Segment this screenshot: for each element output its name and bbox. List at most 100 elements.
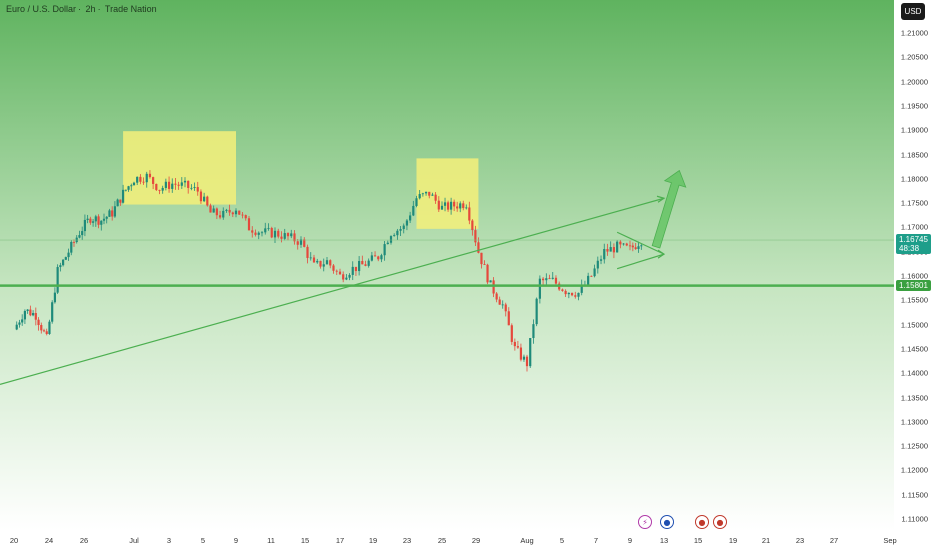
candle-body — [402, 225, 405, 230]
price-tick-label: 1.21000 — [900, 28, 928, 38]
time-tick-label: 26 — [79, 536, 89, 545]
candle-body — [89, 218, 92, 223]
candle-body — [329, 260, 332, 266]
candle-body — [322, 264, 325, 267]
projection-arrow — [651, 169, 687, 249]
candle-body — [640, 245, 643, 247]
candle-body — [199, 191, 203, 202]
candle-body — [535, 298, 538, 325]
candle-body — [345, 277, 348, 280]
candle-body — [121, 189, 125, 203]
candle-body — [453, 201, 456, 207]
candle-body — [603, 249, 606, 260]
candle-body — [574, 295, 577, 297]
candle-body — [164, 181, 167, 188]
candle-body — [15, 324, 18, 330]
resistance-zone — [123, 131, 236, 205]
price-tick-label: 1.15000 — [900, 320, 928, 330]
candle-body — [267, 227, 270, 229]
candle-body — [139, 176, 142, 182]
time-tick-label: Aug — [520, 536, 534, 545]
candle-body — [529, 338, 532, 367]
chart-title: Euro / U.S. Dollar · 2h · Trade Nation — [6, 4, 159, 14]
candle-body — [351, 266, 354, 275]
candle-body — [386, 242, 389, 245]
candle-body — [94, 216, 97, 222]
candle-body — [206, 196, 209, 206]
candle-body — [102, 218, 106, 221]
currency-button[interactable]: USD — [901, 3, 925, 20]
price-tick-label: 1.19500 — [900, 101, 928, 111]
candle-body — [622, 243, 625, 245]
price-tick-label: 1.14000 — [900, 368, 928, 378]
candle-body — [516, 346, 519, 348]
candle-body — [56, 267, 59, 293]
candle-body — [31, 313, 35, 316]
candle-body — [474, 230, 477, 243]
candle-body — [507, 311, 510, 326]
candle-body — [148, 173, 152, 178]
price-tick-label: 1.20500 — [900, 52, 928, 62]
candle-body — [228, 209, 231, 213]
time-tick-label: 9 — [233, 536, 239, 545]
candle-body — [108, 210, 111, 217]
candle-body — [619, 241, 622, 245]
candle-body — [354, 266, 358, 272]
source-label: Trade Nation — [104, 4, 157, 14]
time-tick-label: 24 — [44, 536, 54, 545]
time-tick-label: 20 — [9, 536, 19, 545]
candle-body — [100, 220, 103, 225]
lightning-icon[interactable]: ⚡ — [638, 515, 652, 529]
time-tick-label: 19 — [368, 536, 378, 545]
candle-body — [335, 270, 338, 272]
candle-body — [483, 264, 486, 265]
candle-body — [158, 189, 161, 191]
candle-body — [580, 285, 583, 293]
candle-body — [21, 319, 24, 323]
price-tick-label: 1.17500 — [900, 198, 928, 208]
candle-body — [286, 233, 290, 237]
chart-background — [0, 0, 894, 530]
candle-body — [628, 245, 632, 247]
candle-body — [136, 176, 139, 183]
candle-body — [599, 259, 603, 261]
candle-body — [283, 233, 286, 239]
candle-body — [127, 186, 130, 190]
price-tick-label: 1.16000 — [900, 271, 928, 281]
us-flag-icon[interactable]: ● — [695, 515, 709, 529]
candle-body — [538, 278, 541, 299]
time-axis[interactable] — [0, 530, 894, 550]
candle-body — [231, 212, 234, 215]
candle-body — [81, 231, 84, 236]
candle-body — [428, 191, 431, 196]
candle-body — [34, 313, 37, 320]
candle-body — [587, 275, 590, 285]
candle-body — [251, 230, 254, 233]
candle-body — [612, 247, 616, 253]
resistance-zone — [416, 158, 479, 229]
candle-body — [177, 184, 180, 186]
candle-body — [257, 232, 260, 235]
interval-label[interactable]: 2h — [85, 4, 96, 14]
candle-body — [409, 215, 412, 221]
us-flag-icon[interactable]: ● — [713, 515, 727, 529]
candle-body — [561, 289, 564, 291]
candle-body — [29, 309, 32, 316]
candle-body — [193, 187, 196, 188]
price-axis[interactable]: 1.21000 1.20500 1.20000 1.19500 1.19000 1.185… — [894, 0, 932, 530]
candle-body — [196, 187, 199, 192]
triangle-arrowhead — [657, 249, 666, 259]
candle-body — [273, 230, 277, 238]
trendline — [0, 197, 665, 385]
eu-flag-icon[interactable]: ● — [660, 515, 674, 529]
price-tick-label: 1.13000 — [900, 417, 928, 427]
candle-body — [367, 260, 370, 266]
candle-body — [380, 255, 383, 260]
candle-body — [97, 216, 100, 225]
candle-body — [23, 310, 27, 320]
candle-body — [431, 194, 434, 196]
candle-body — [498, 299, 501, 305]
candle-body — [174, 183, 177, 185]
time-tick-label: 5 — [559, 536, 565, 545]
